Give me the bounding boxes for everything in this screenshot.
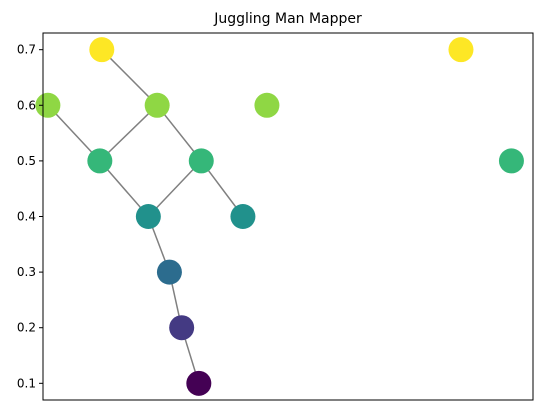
y-axis: 0.1 0.2 0.3 0.4 0.5 0.6 0.7 [17, 43, 43, 390]
y-tick-label: 0.6 [17, 98, 36, 112]
graph-node [230, 204, 256, 229]
graph-node [188, 148, 214, 174]
nodes-layer [35, 37, 524, 396]
graph-edge [99, 104, 158, 162]
graph-node [135, 204, 161, 229]
y-tick-label: 0.4 [17, 210, 36, 224]
graph-node [448, 37, 474, 63]
graph-node [498, 148, 524, 174]
graph-node [186, 370, 212, 396]
y-tick-label: 0.1 [17, 376, 36, 390]
graph-node [254, 92, 280, 118]
graph-node [35, 92, 61, 118]
graph-node [156, 259, 182, 285]
graph-edge [147, 160, 202, 218]
graph-node [169, 315, 195, 341]
chart-title: Juggling Man Mapper [213, 11, 362, 27]
graph-node [87, 148, 113, 174]
y-tick-label: 0.7 [17, 43, 36, 57]
plot-frame [42, 32, 534, 401]
graph-edge [101, 49, 158, 106]
graph-edge [47, 104, 101, 162]
y-tick-label: 0.2 [17, 321, 36, 335]
graph-node [144, 92, 170, 118]
y-tick-label: 0.3 [17, 265, 36, 279]
y-tick-label: 0.5 [17, 154, 36, 168]
graph-node [89, 37, 115, 63]
